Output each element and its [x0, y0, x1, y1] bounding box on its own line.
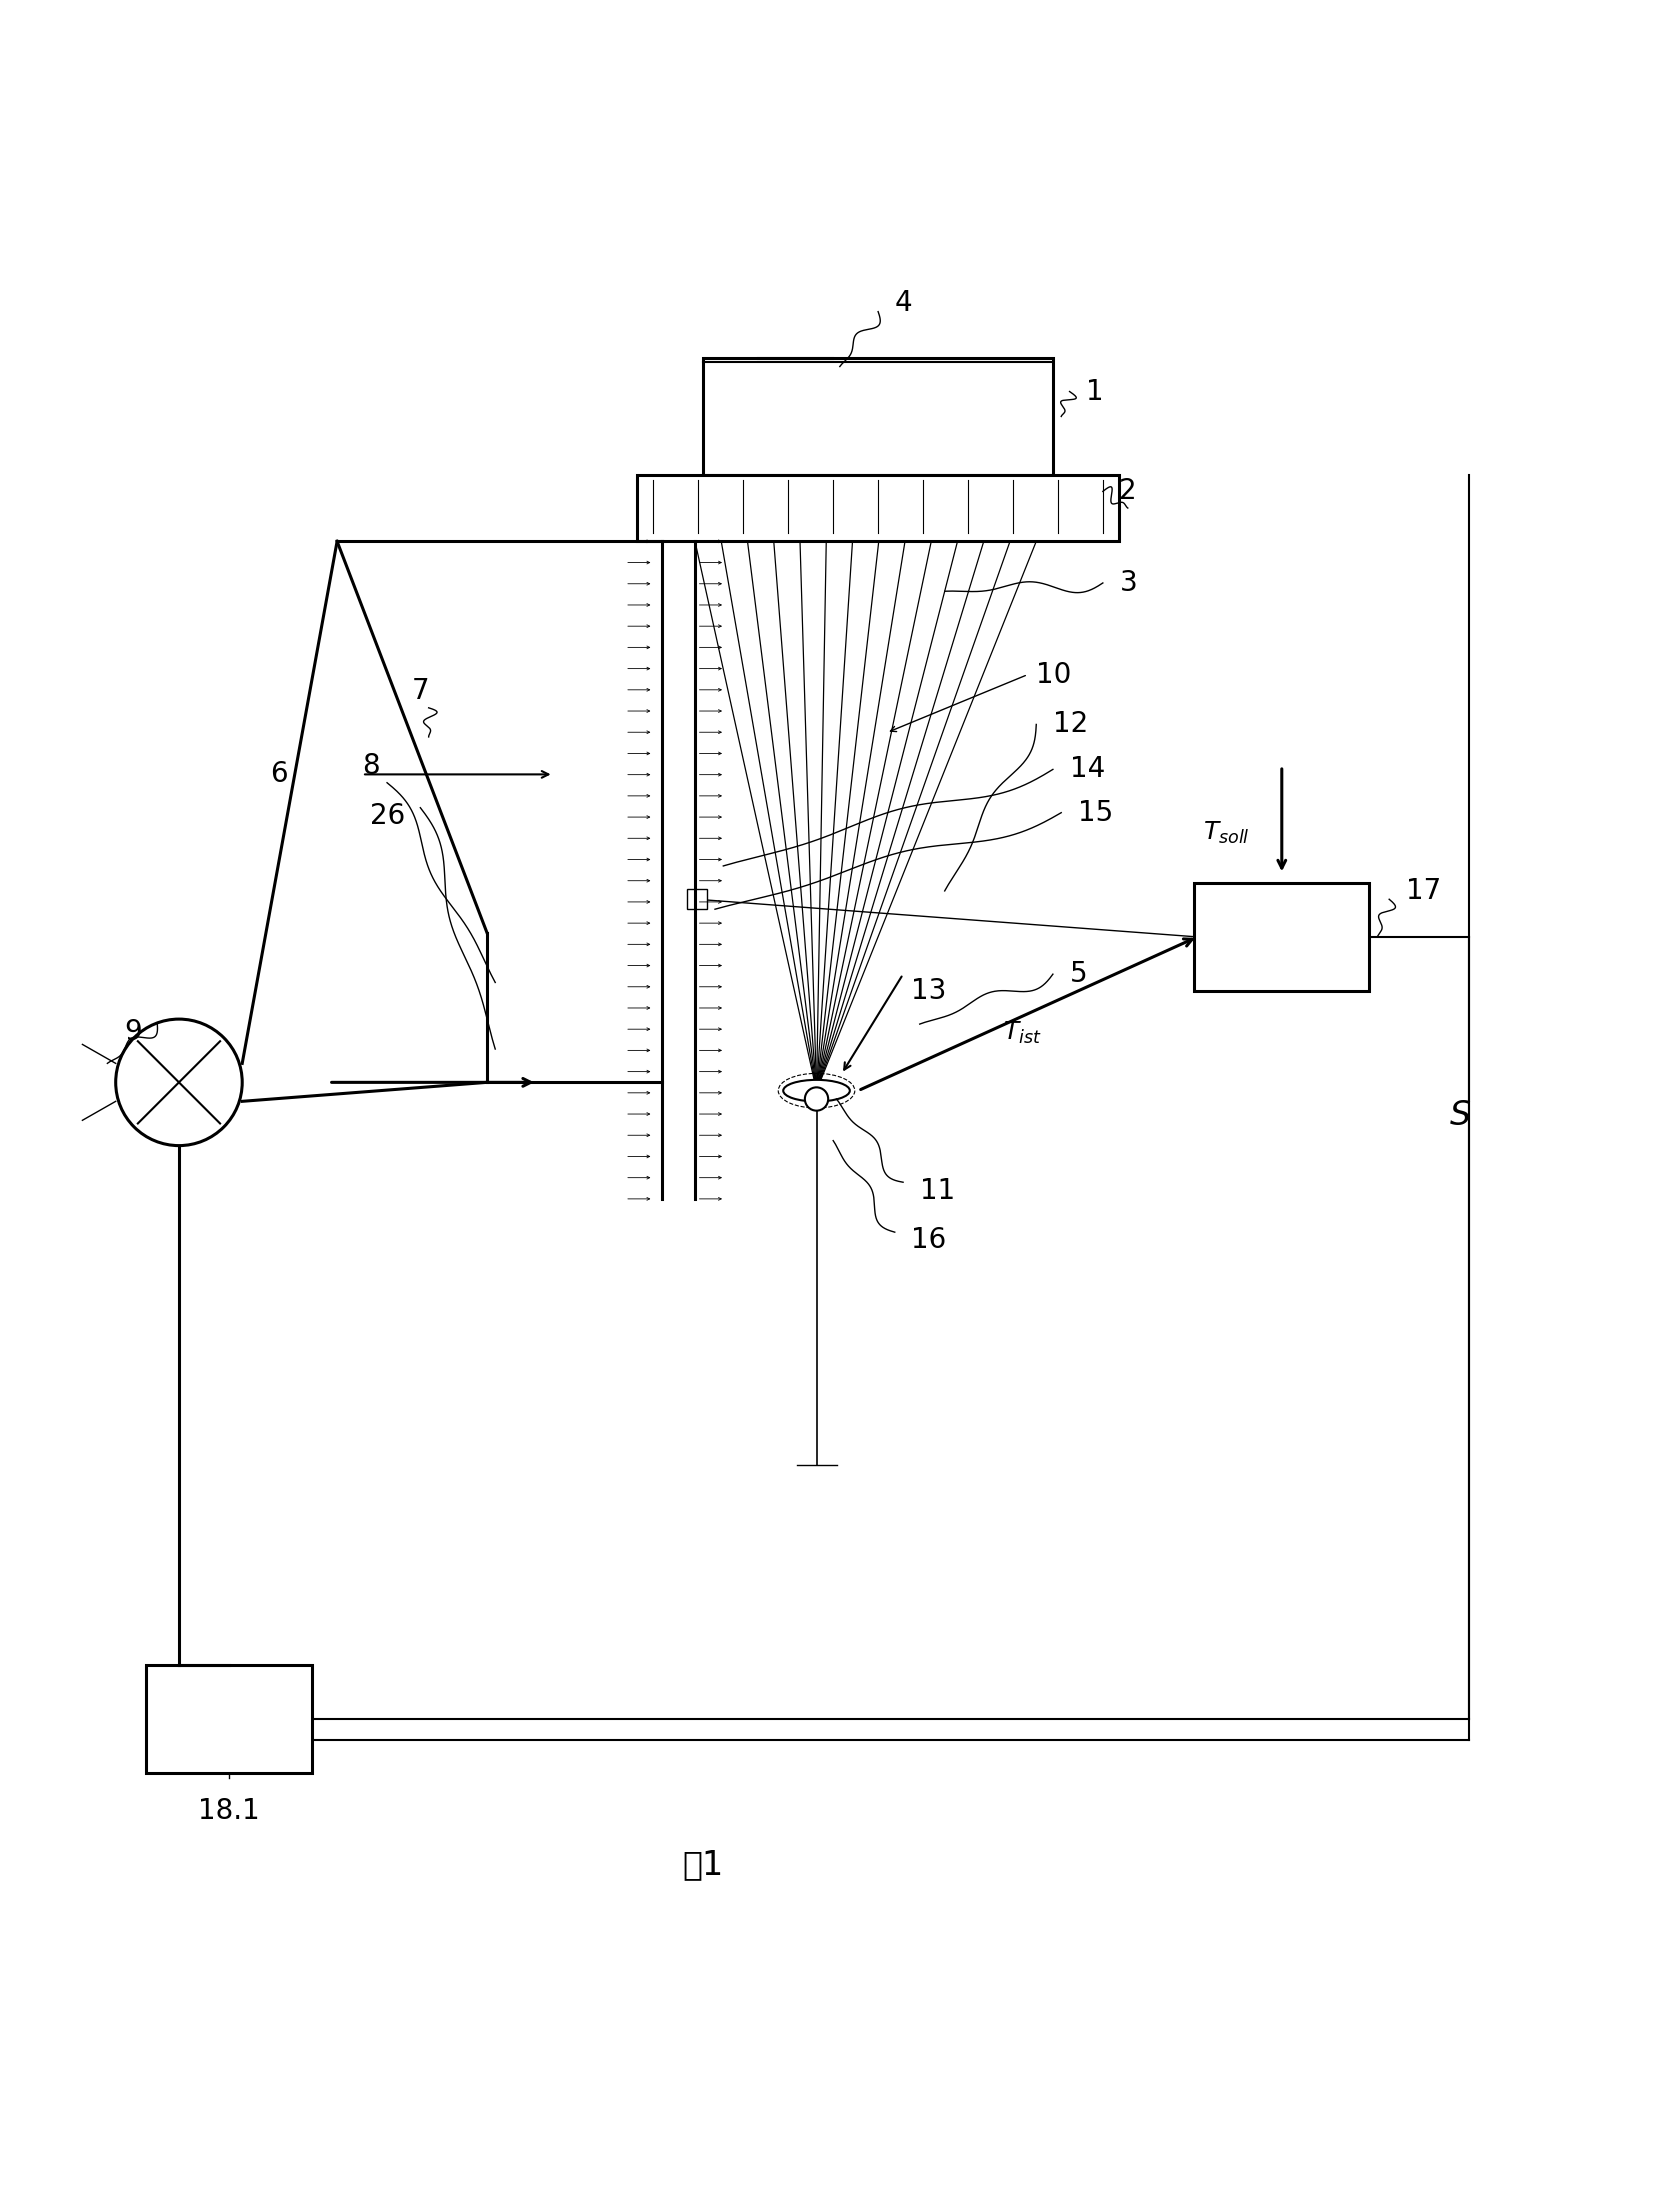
Ellipse shape: [783, 1079, 850, 1101]
Text: 11: 11: [920, 1176, 955, 1205]
Text: S: S: [1450, 1099, 1471, 1132]
Text: 10: 10: [1036, 662, 1072, 688]
Bar: [1195, 884, 1369, 991]
Bar: [703, 358, 1052, 475]
Text: 12: 12: [1052, 710, 1087, 739]
Text: 图1: 图1: [683, 1849, 724, 1881]
Circle shape: [805, 1088, 828, 1110]
Bar: [637, 475, 1119, 541]
Text: 9: 9: [124, 1018, 142, 1046]
Text: 2: 2: [1119, 477, 1138, 506]
Bar: [146, 1666, 313, 1774]
Text: 8: 8: [361, 752, 380, 780]
Text: 7: 7: [412, 677, 430, 706]
Text: $T_{ist}$: $T_{ist}$: [1004, 1020, 1042, 1046]
Text: 6: 6: [271, 761, 288, 789]
Text: 26: 26: [370, 802, 405, 831]
Text: 18.1: 18.1: [197, 1798, 259, 1827]
Text: 16: 16: [912, 1226, 947, 1255]
Text: 1: 1: [1086, 378, 1104, 404]
Text: 4: 4: [895, 290, 912, 317]
Circle shape: [115, 1020, 243, 1145]
Text: 3: 3: [1119, 569, 1138, 598]
Text: 5: 5: [1069, 961, 1087, 989]
Text: $T_{soll}$: $T_{soll}$: [1203, 820, 1250, 846]
Text: 17: 17: [1405, 877, 1440, 906]
Text: 14: 14: [1069, 756, 1104, 782]
Text: 13: 13: [912, 976, 947, 1004]
Bar: [686, 890, 706, 910]
Text: 15: 15: [1077, 798, 1113, 826]
